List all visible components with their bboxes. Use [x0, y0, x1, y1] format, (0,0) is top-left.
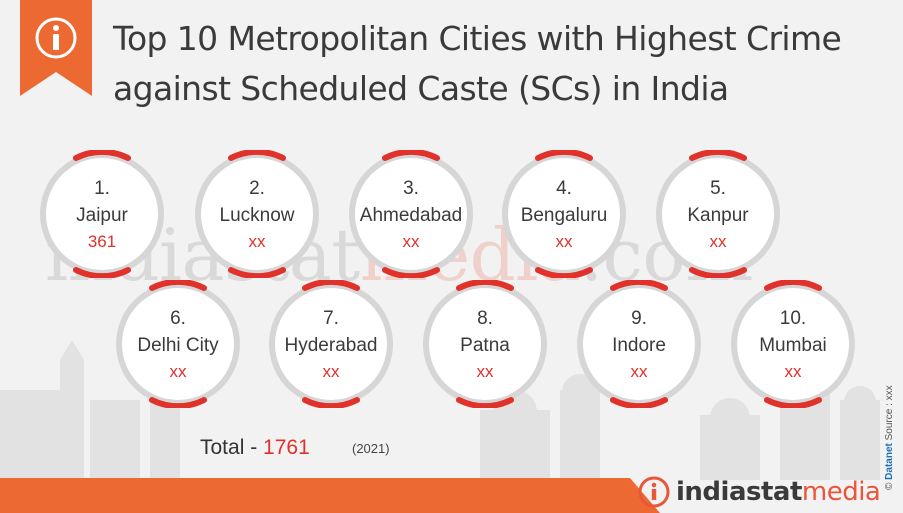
city-circle: 8. Patna xx	[421, 280, 549, 408]
city-name: Jaipur	[76, 204, 128, 226]
circle-ring	[423, 280, 547, 408]
city-name: Mumbai	[759, 334, 827, 356]
info-badge	[20, 0, 92, 96]
total-label: Total	[200, 436, 245, 459]
city-rank: 9.	[631, 307, 647, 329]
circle-ring	[502, 150, 626, 278]
circle-ring	[116, 280, 240, 408]
city-value: 361	[87, 231, 117, 251]
circle-ring	[349, 150, 473, 278]
total-year: (2021)	[352, 441, 390, 456]
total-line: Total - 1761	[200, 436, 310, 460]
city-circle: 5. Kanpur xx	[654, 150, 782, 278]
city-rank: 5.	[710, 177, 726, 199]
source-note: © Datanet Source : xxx	[884, 385, 895, 490]
city-circle: 6. Delhi City xx	[114, 280, 242, 408]
brand-name: indiastatmedia	[676, 476, 881, 508]
circle-ring	[731, 280, 855, 408]
page-title: Top 10 Metropolitan Cities with Highest …	[113, 19, 842, 108]
footer-bar	[0, 478, 630, 513]
city-value: xx	[476, 361, 494, 381]
city-value: xx	[784, 361, 802, 381]
total-separator: -	[244, 436, 264, 459]
city-rank: 3.	[403, 177, 419, 199]
city-circle: 10. Mumbai xx	[729, 280, 857, 408]
city-rank: 2.	[249, 177, 265, 199]
city-circle: 9. Indore xx	[575, 280, 703, 408]
city-value: xx	[709, 231, 727, 251]
city-circle: 4. Bengaluru xx	[500, 150, 628, 278]
info-icon	[35, 17, 77, 59]
city-name: Kanpur	[687, 204, 749, 226]
city-value: xx	[248, 231, 266, 251]
brand-part-1: indiastat	[676, 477, 802, 507]
city-value: xx	[169, 361, 187, 381]
source-brand: Datanet	[884, 443, 895, 480]
city-name: Bengaluru	[520, 204, 608, 226]
city-rank: 7.	[323, 307, 339, 329]
city-rank: 10.	[779, 307, 807, 329]
city-name: Lucknow	[219, 204, 295, 226]
circle-ring	[40, 150, 164, 278]
city-circle: 2. Lucknow xx	[193, 150, 321, 278]
city-rank: 8.	[477, 307, 493, 329]
city-circle: 3. Ahmedabad xx	[347, 150, 475, 278]
circle-ring	[269, 280, 393, 408]
city-name: Patna	[460, 334, 510, 356]
brand-part-2: media	[801, 477, 881, 507]
source-prefix: ©	[884, 479, 895, 490]
city-name: Delhi City	[137, 334, 219, 356]
city-value: xx	[402, 231, 420, 251]
circle-ring	[656, 150, 780, 278]
brand-logo-icon	[638, 476, 670, 508]
city-name: Indore	[612, 334, 666, 356]
city-circle: 7. Hyderabad xx	[267, 280, 395, 408]
city-value: xx	[630, 361, 648, 381]
city-value: xx	[322, 361, 340, 381]
city-circle: 1. Jaipur 361	[38, 150, 166, 278]
city-rank: 1.	[94, 177, 110, 199]
source-text: Source : xxx	[884, 385, 895, 444]
city-name: Hyderabad	[284, 334, 378, 356]
circle-ring	[195, 150, 319, 278]
total-value: 1761	[263, 436, 310, 459]
city-rank: 6.	[170, 307, 186, 329]
city-value: xx	[555, 231, 573, 251]
city-rank: 4.	[556, 177, 572, 199]
city-name: Ahmedabad	[359, 204, 463, 226]
circle-ring	[577, 280, 701, 408]
